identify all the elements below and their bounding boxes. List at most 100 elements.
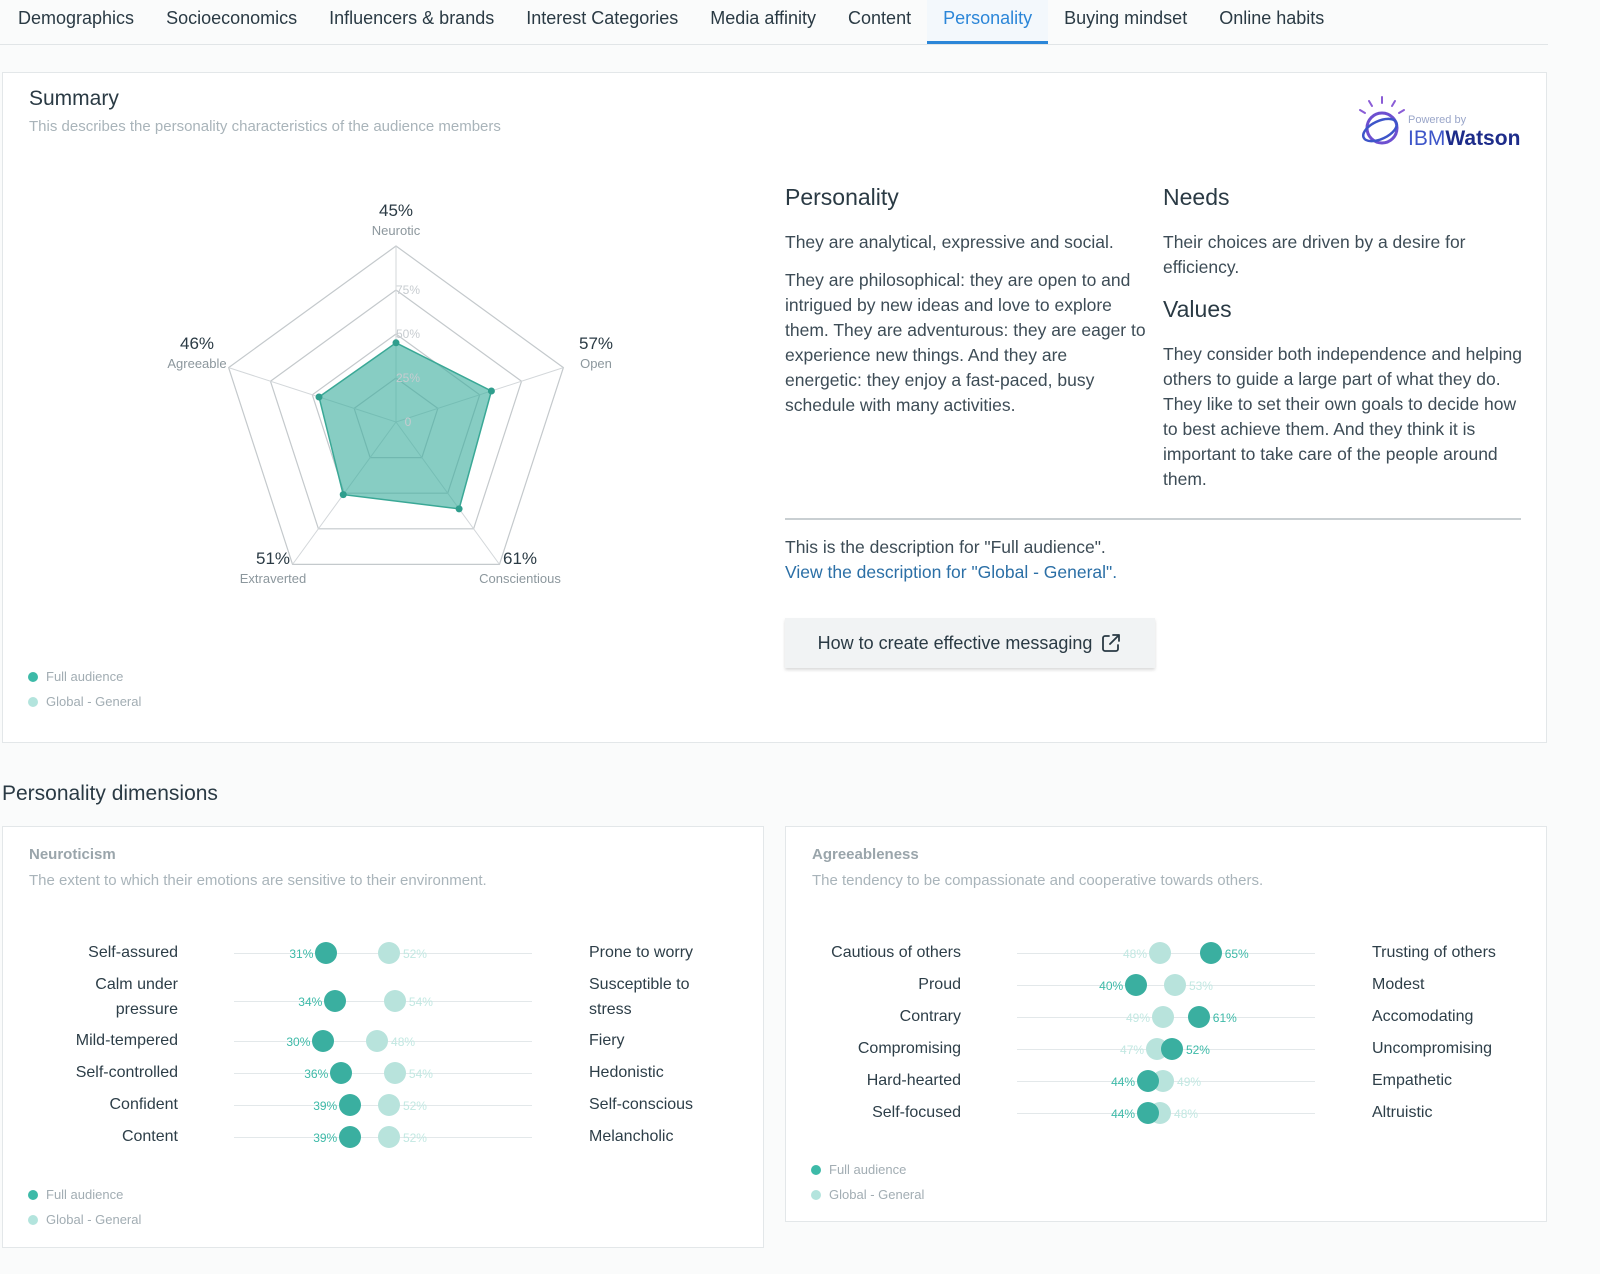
full-audience-percent: 61%	[1212, 1010, 1237, 1025]
watson-globe-icon	[1359, 96, 1405, 145]
radar-value-label: 57%	[579, 334, 613, 353]
global-general-percent: 54%	[408, 1066, 433, 1081]
dimension-right-label: Empathetic	[1372, 1072, 1453, 1089]
global-general-percent: 48%	[1174, 1106, 1199, 1121]
view-global-description-link[interactable]: View the description for "Global - Gener…	[785, 562, 1118, 582]
full-audience-dot	[1137, 1101, 1160, 1124]
summary-card: Summary This describes the personality c…	[2, 72, 1547, 743]
full-audience-dot	[1187, 1005, 1210, 1028]
neuroticism-title: Neuroticism	[29, 846, 116, 863]
full-audience-percent: 30%	[286, 1034, 311, 1049]
dimension-left-label: Cautious of others	[831, 944, 961, 961]
dimension-right-label: Trusting of others	[1372, 944, 1496, 961]
personality-heading: Personality	[785, 184, 899, 210]
tab-content[interactable]: Content	[848, 8, 912, 28]
neuroticism-legend: Full audience Global - General	[28, 1182, 141, 1232]
global-general-percent: 52%	[402, 946, 427, 961]
dimension-left-label: Mild-tempered	[75, 1032, 178, 1049]
legend-global-dot	[28, 696, 38, 707]
dimension-left-label: Self-assured	[88, 944, 178, 961]
global-general-percent: 53%	[1188, 978, 1213, 993]
global-general-percent: 49%	[1177, 1074, 1202, 1089]
full-audience-dot	[324, 989, 347, 1012]
needs-heading: Needs	[1163, 184, 1230, 210]
tab-influencers-brands[interactable]: Influencers & brands	[329, 8, 495, 28]
tab-socioeconomics[interactable]: Socioeconomics	[166, 8, 298, 28]
description-divider	[785, 518, 1521, 520]
full-audience-dot	[330, 1061, 353, 1084]
full-audience-dot	[339, 1125, 362, 1148]
full-audience-percent: 31%	[289, 946, 314, 961]
agreeableness-title: Agreeableness	[812, 846, 919, 863]
summary-subtitle: This describes the personality character…	[29, 118, 501, 135]
global-general-percent: 52%	[402, 1130, 427, 1145]
radar-value-label: 45%	[379, 201, 413, 220]
legend-global-general: Global - General	[811, 1182, 924, 1207]
dimension-right-label: Uncompromising	[1372, 1040, 1493, 1057]
global-general-percent: 48%	[391, 1034, 416, 1049]
powered-by-label: Powered by	[1408, 114, 1467, 126]
radar-axis-label: Agreeable	[167, 356, 226, 371]
tab-personality[interactable]: Personality	[927, 0, 1049, 44]
full-audience-dot	[1199, 941, 1222, 964]
dimension-right-label: Melancholic	[589, 1128, 674, 1145]
radar-value-label: 61%	[503, 549, 537, 568]
legend-full-label: Full audience	[829, 1162, 907, 1177]
full-audience-percent: 44%	[1111, 1106, 1136, 1121]
global-general-percent: 47%	[1120, 1042, 1145, 1057]
values-text: They consider both independence and help…	[1163, 344, 1523, 489]
summary-legend: Full audience Global - General	[28, 664, 141, 714]
tab-interest-categories[interactable]: Interest Categories	[526, 8, 679, 28]
agreeableness-legend: Full audience Global - General	[811, 1157, 924, 1207]
dimension-left-label: Hard-hearted	[866, 1072, 961, 1089]
summary-title: Summary	[29, 87, 119, 110]
dimension-left-label: Contrary	[899, 1008, 961, 1025]
tab-buying-mindset[interactable]: Buying mindset	[1064, 8, 1188, 28]
personality-summary: They are analytical, expressive and soci…	[785, 232, 1114, 252]
dimension-left-label: Calm under pressure	[95, 976, 178, 1018]
full-audience-percent: 36%	[304, 1066, 329, 1081]
radar-point	[392, 339, 400, 347]
full-audience-dot	[315, 941, 338, 964]
radar-point	[455, 505, 463, 513]
full-audience-percent: 39%	[313, 1098, 338, 1113]
full-audience-percent: 39%	[313, 1130, 338, 1145]
global-general-percent: 52%	[402, 1098, 427, 1113]
radar-series-full-audience	[318, 341, 493, 510]
brand-ibm: IBM	[1408, 127, 1446, 150]
full-audience-percent: 44%	[1111, 1074, 1136, 1089]
tab-demographics[interactable]: Demographics	[18, 8, 135, 28]
radar-point	[487, 387, 495, 395]
global-general-percent: 54%	[408, 994, 433, 1009]
legend-full-dot	[811, 1164, 821, 1175]
full-audience-dot	[1137, 1069, 1160, 1092]
radar-ring-label: 0	[405, 415, 412, 429]
radar-ring-label: 50%	[396, 327, 420, 341]
radar-ring-3	[269, 289, 523, 530]
external-link-icon	[1102, 634, 1121, 652]
global-general-dot	[383, 1061, 406, 1084]
tab-media-affinity[interactable]: Media affinity	[710, 8, 817, 28]
effective-messaging-label: How to create effective messaging	[817, 632, 1093, 653]
dimension-left-label: Self-controlled	[75, 1064, 178, 1081]
global-general-percent: 49%	[1125, 1010, 1151, 1025]
effective-messaging-button[interactable]: How to create effective messaging	[785, 618, 1155, 668]
global-general-dot	[1152, 1005, 1175, 1028]
legend-full-audience: Full audience	[811, 1157, 924, 1182]
global-general-dot	[1149, 941, 1172, 964]
full-audience-dot	[1160, 1037, 1183, 1060]
dimension-left-label: Content	[121, 1128, 178, 1145]
radar-axis-label: Extraverted	[240, 571, 306, 586]
radar-ring-label: 25%	[396, 371, 420, 385]
tab-online-habits[interactable]: Online habits	[1219, 8, 1325, 28]
description-current: This is the description for "Full audien…	[785, 537, 1106, 557]
neuroticism-subtitle: The extent to which their emotions are s…	[29, 872, 487, 889]
legend-global-general: Global - General	[28, 689, 141, 714]
dimension-left-label: Self-focused	[872, 1104, 961, 1121]
radar-point	[339, 491, 347, 499]
neuroticism-card: Neuroticism The extent to which their em…	[2, 826, 764, 1248]
full-audience-dot	[312, 1029, 335, 1052]
full-audience-percent: 65%	[1224, 946, 1249, 961]
dimension-left-label: Confident	[109, 1096, 179, 1113]
radar-value-label: 51%	[256, 549, 290, 568]
